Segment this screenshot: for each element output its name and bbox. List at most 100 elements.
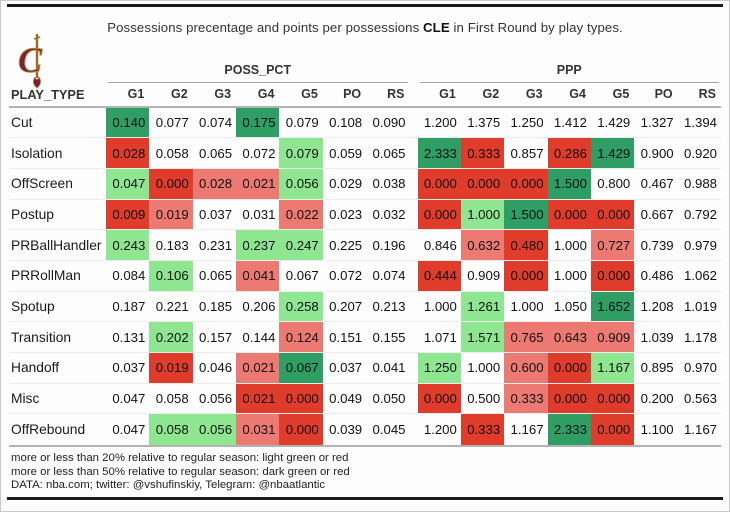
- cell-poss-pct-g4: 0.021: [236, 383, 280, 415]
- column-header-row: PLAY_TYPE G1 G2 G3 G4 G5 PO RS G1 G2 G3 G4 G5 PO RS: [9, 83, 721, 108]
- cell-poss-pct-g2: 0.058: [149, 138, 193, 169]
- cell-poss-pct-g3: 0.065: [192, 138, 237, 169]
- cell-ppp-g5: 1.652: [590, 291, 635, 323]
- cell-poss-pct-rs: 0.065: [366, 138, 410, 169]
- cell-ppp-g4: 1.000: [547, 261, 591, 292]
- cell-ppp-g1: 1.000: [417, 292, 461, 323]
- cell-poss-pct-g5: 0.022: [279, 199, 323, 231]
- group-gap: [409, 169, 418, 200]
- cell-ppp-po: 0.900: [634, 138, 678, 169]
- cell-ppp-g1: 0.444: [417, 260, 461, 292]
- group-gap: [409, 230, 418, 261]
- play-type-label: Misc: [9, 384, 106, 415]
- cell-poss-pct-g3: 0.037: [192, 200, 237, 231]
- cell-poss-pct-g2: 0.183: [149, 230, 193, 261]
- table-body: Cut 0.140 0.077 0.074 0.175 0.079 0.108 0.090 1.…: [9, 107, 721, 448]
- cell-ppp-g4: 0.643: [547, 322, 591, 353]
- cell-ppp-g5: 0.727: [590, 230, 635, 261]
- cell-poss-pct-rs: 0.090: [366, 108, 410, 139]
- cell-poss-pct-g3: 0.046: [192, 353, 237, 384]
- cell-ppp-g3: 1.000: [504, 292, 548, 323]
- group-gap: [409, 138, 418, 169]
- cell-poss-pct-po: 0.151: [322, 322, 367, 353]
- col-header-poss_pct-po: PO: [343, 87, 362, 101]
- cell-ppp-g3: 1.167: [510, 422, 544, 438]
- cell-poss-pct-g5: 0.000: [279, 414, 323, 446]
- table-title: Possessions precentage and points per po…: [1, 7, 729, 35]
- cell-poss-pct-g3: 0.074: [192, 108, 237, 139]
- cell-ppp-g1: 0.000: [417, 199, 461, 231]
- cell-ppp-g5: 0.800: [590, 169, 635, 200]
- cell-poss-pct-g3: 0.028: [192, 168, 237, 200]
- cell-ppp-rs: 0.970: [677, 353, 721, 384]
- cell-poss-pct-g5: 0.079: [279, 138, 323, 169]
- cell-poss-pct-g2: 0.202: [149, 322, 193, 353]
- cell-ppp-g3: 0.480: [504, 230, 548, 261]
- cell-poss-pct-g4: 0.206: [236, 292, 280, 323]
- group-gap: [409, 261, 418, 292]
- cell-poss-pct-g1: 0.131: [106, 322, 150, 353]
- play-type-label: OffScreen: [9, 169, 106, 200]
- table-header: C Possessions precentage and points per …: [1, 7, 729, 89]
- cell-ppp-g3: 1.250: [504, 108, 548, 139]
- cell-poss-pct-g2: 0.077: [149, 108, 193, 139]
- cell-ppp-g1: 2.333: [417, 138, 461, 169]
- cell-ppp-g4: 0.286: [547, 138, 591, 169]
- cell-poss-pct-g1: 0.243: [106, 230, 150, 261]
- cell-poss-pct-po: 0.108: [322, 108, 367, 139]
- group-header-ppp: PPP: [419, 63, 719, 83]
- play-type-label: Isolation: [9, 138, 106, 169]
- cell-poss-pct-g3: 0.231: [192, 230, 237, 261]
- cleveland-cavaliers-logo: C: [18, 33, 44, 89]
- cell-ppp-po: 1.039: [634, 322, 678, 353]
- cell-poss-pct-g2: 0.058: [149, 414, 193, 446]
- table-bottom-rule: [7, 496, 723, 500]
- cell-ppp-g3: 0.000: [504, 168, 548, 200]
- row-header-play-type: PLAY_TYPE: [11, 86, 85, 102]
- cell-ppp-g2: 0.000: [460, 168, 505, 200]
- col-header-poss_pct-g4: G4: [257, 87, 275, 101]
- cell-poss-pct-g1: 0.140: [106, 107, 150, 139]
- cell-ppp-g5: 0.909: [590, 322, 635, 353]
- group-gap: [409, 200, 418, 231]
- cell-poss-pct-po: 0.023: [322, 200, 367, 231]
- cell-ppp-g3: 1.500: [504, 199, 548, 231]
- cell-poss-pct-g4: 0.072: [236, 138, 280, 169]
- footnote-legend-50pct: more or less than 50% relative to regula…: [11, 465, 350, 478]
- cell-poss-pct-po: 0.072: [322, 261, 367, 292]
- cell-ppp-po: 0.467: [634, 169, 678, 200]
- cell-poss-pct-g1: 0.187: [106, 292, 150, 323]
- group-gap: [409, 292, 418, 323]
- cell-ppp-g5: 0.000: [590, 260, 635, 292]
- cell-poss-pct-rs: 0.032: [366, 200, 410, 231]
- cell-ppp-g5: 0.000: [590, 383, 635, 415]
- title-prefix: Possessions precentage and points per po…: [107, 19, 424, 35]
- col-header-ppp-g1: G1: [439, 87, 456, 101]
- group-gap: [409, 108, 418, 139]
- play-type-label: OffRebound: [11, 422, 86, 438]
- cell-poss-pct-po: 0.207: [322, 292, 367, 323]
- col-header-ppp-rs: RS: [698, 87, 716, 101]
- cell-poss-pct-po: 0.049: [322, 384, 367, 415]
- cell-ppp-g5: 1.167: [590, 353, 635, 384]
- cell-ppp-g4: 0.000: [547, 353, 591, 384]
- play-type-label: PRRollMan: [9, 261, 106, 292]
- cell-ppp-rs: 0.792: [677, 200, 721, 231]
- cell-ppp-rs: 1.019: [677, 292, 721, 323]
- cell-ppp-g3: 0.765: [504, 322, 548, 353]
- play-type-label: Handoff: [9, 353, 106, 384]
- cell-ppp-g4: 1.412: [547, 108, 591, 139]
- cell-poss-pct-po: 0.037: [322, 353, 367, 384]
- cell-poss-pct-g1: 0.047: [106, 168, 150, 200]
- cell-ppp-po: 1.208: [634, 292, 678, 323]
- cell-ppp-g2: 1.000: [460, 353, 505, 384]
- cell-poss-pct-g3: 0.185: [192, 292, 237, 323]
- cell-poss-pct-po: 0.029: [322, 169, 367, 200]
- col-header-ppp-g3: G3: [525, 87, 543, 101]
- cell-ppp-g1: 0.846: [417, 230, 461, 261]
- footnote-legend-20pct: more or less than 20% relative to regula…: [11, 452, 349, 465]
- cell-poss-pct-g5: 0.067: [279, 353, 323, 384]
- cell-poss-pct-g3: 0.056: [192, 414, 237, 446]
- cell-poss-pct-rs: 0.155: [366, 322, 410, 353]
